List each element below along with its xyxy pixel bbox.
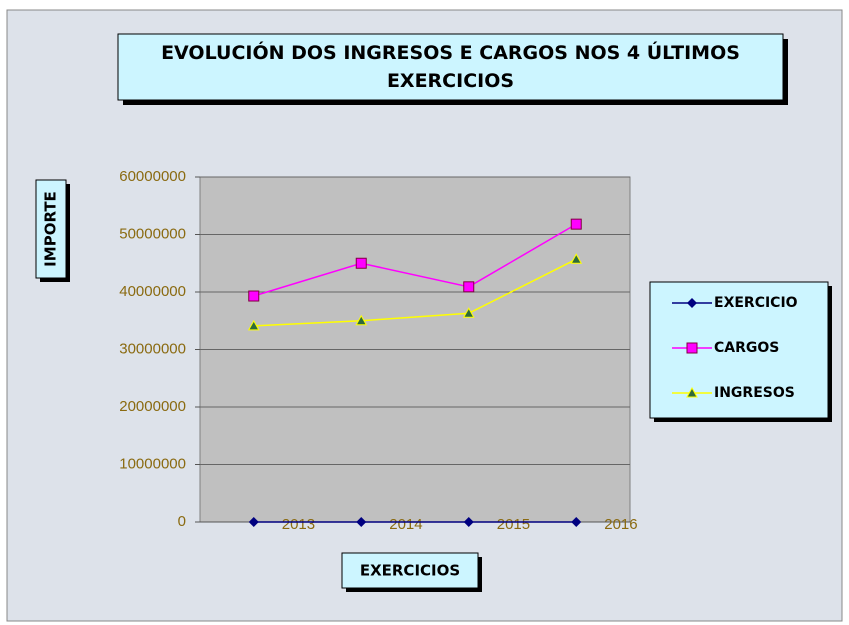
- y-tick-label: 40000000: [119, 283, 186, 300]
- point: [247, 319, 260, 331]
- x-tick-label: 2014: [389, 516, 422, 533]
- legend-marker: [687, 298, 697, 308]
- y-label-box: [35, 179, 67, 279]
- x-tick-label: 2015: [497, 516, 530, 533]
- legend-label: EXERCICIO: [714, 295, 798, 311]
- chart-title: EVOLUCIÓN DOS INGRESOS E CARGOS NOS 4 ÚL…: [161, 42, 740, 92]
- point: [248, 290, 260, 302]
- point: [463, 281, 475, 293]
- point: [356, 516, 367, 527]
- series-line: [253, 258, 577, 327]
- point: [462, 307, 475, 318]
- point: [355, 257, 367, 269]
- x-tick-label: 2016: [604, 516, 637, 533]
- point: [570, 253, 583, 264]
- legend-box: [649, 281, 829, 419]
- y-tick-label: 60000000: [119, 168, 186, 185]
- legend-marker: [686, 386, 698, 398]
- legend-label: CARGOS: [714, 340, 779, 356]
- legend-label: INGRESOS: [714, 385, 795, 401]
- legend-marker: [686, 342, 698, 354]
- point: [571, 516, 582, 527]
- y-tick-label: 20000000: [119, 398, 186, 415]
- point: [248, 516, 259, 527]
- y-tick-label: 10000000: [119, 455, 186, 472]
- y-tick-label: 0: [178, 513, 186, 530]
- point: [355, 314, 368, 326]
- title-box: [117, 33, 784, 101]
- y-axis-label: IMPORTE: [42, 191, 60, 267]
- y-tick-label: 30000000: [119, 340, 186, 357]
- x-axis-label: EXERCICIOS: [360, 562, 460, 580]
- x-label-box: [341, 552, 479, 589]
- title-holder: EVOLUCIÓN DOS INGRESOS E CARGOS NOS 4 ÚL…: [161, 42, 740, 92]
- point: [570, 218, 582, 230]
- y-tick-label: 50000000: [119, 225, 186, 242]
- x-tick-label: 2013: [282, 516, 315, 533]
- point: [463, 516, 474, 527]
- series-line: [253, 223, 577, 297]
